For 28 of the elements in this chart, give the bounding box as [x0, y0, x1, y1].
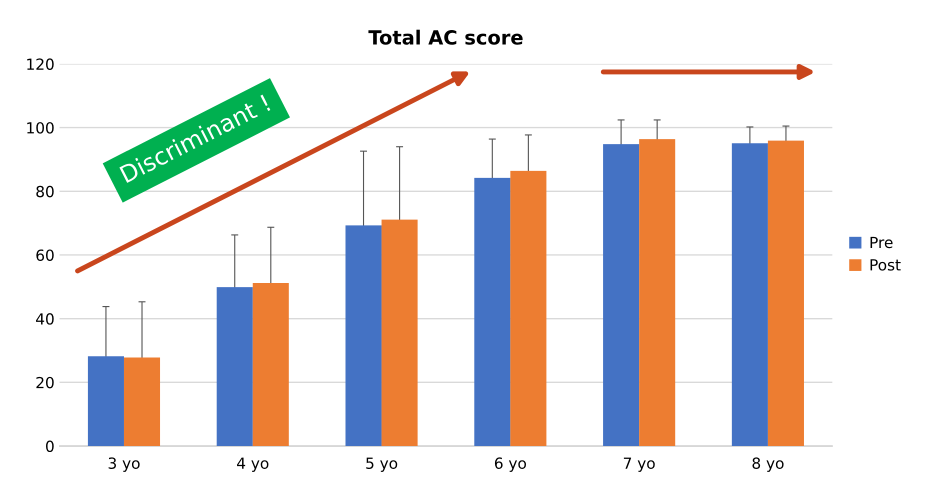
- y-tick-label: 0: [46, 440, 54, 452]
- bar: [510, 170, 546, 446]
- bar: [603, 144, 640, 446]
- x-tick-label: 3 yo: [108, 457, 140, 472]
- bar: [732, 143, 768, 446]
- y-tick-label: 100: [27, 122, 54, 134]
- bar: [768, 140, 804, 446]
- bar: [639, 139, 676, 446]
- chart-title: Total AC score: [368, 30, 523, 45]
- y-tick-label: 60: [36, 249, 54, 261]
- y-tick-label: 40: [36, 313, 54, 325]
- x-tick-label: 7 yo: [624, 458, 655, 472]
- bar: [124, 358, 160, 446]
- y-tick-label: 120: [27, 58, 54, 70]
- bar: [216, 287, 253, 446]
- bar: [345, 225, 382, 446]
- y-tick-label: 80: [36, 186, 54, 198]
- legend-label: Pre: [870, 236, 893, 248]
- x-tick-label: 5 yo: [366, 458, 398, 472]
- bar: [382, 220, 418, 446]
- x-tick-label: 8 yo: [752, 457, 784, 472]
- x-tick-label: 4 yo: [237, 458, 268, 472]
- bar: [252, 283, 289, 446]
- legend-label: Post: [870, 259, 901, 271]
- y-tick-label: 20: [36, 376, 54, 388]
- bar: [88, 356, 124, 446]
- x-tick-label: 6 yo: [494, 457, 526, 472]
- bar: [474, 178, 510, 446]
